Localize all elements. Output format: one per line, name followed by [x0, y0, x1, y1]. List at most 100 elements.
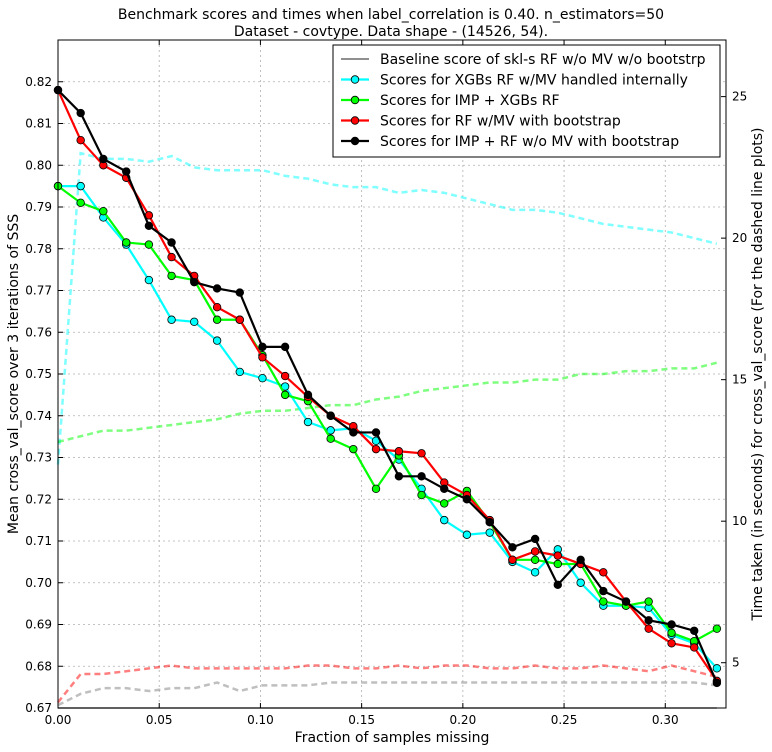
score-point: [576, 555, 585, 564]
y-right-tick-label: 15: [732, 373, 747, 387]
score-point: [462, 495, 472, 504]
score-point: [644, 616, 653, 625]
score-point: [667, 628, 676, 638]
time-dashed-lines: [56, 151, 718, 707]
score-lines: [53, 85, 722, 709]
score-point: [690, 643, 699, 652]
score-series: [53, 85, 722, 688]
score-point: [530, 534, 540, 544]
y-right-tick-label: 5: [732, 656, 740, 670]
time-line: [56, 151, 718, 465]
legend-label: Scores for IMP + RF w/o MV with bootstra…: [380, 134, 679, 150]
score-point: [485, 528, 494, 537]
score-point: [212, 336, 222, 345]
legend-marker: [350, 136, 360, 146]
time-line: [57, 664, 718, 704]
y-right-tick-label: 25: [732, 90, 747, 104]
y-left-tick-label: 0.68: [25, 659, 52, 673]
score-point: [417, 490, 426, 500]
score-point: [667, 620, 676, 629]
score-point: [99, 206, 108, 216]
score-point: [508, 543, 517, 552]
chart-title-line2: Dataset - covtype. Data shape - (14526, …: [234, 24, 548, 40]
score-point: [371, 444, 381, 454]
y-left-tick-label: 0.67: [25, 701, 52, 715]
score-point: [690, 626, 699, 635]
y-left-tick-label: 0.80: [25, 158, 52, 172]
score-line: [57, 89, 718, 684]
legend: Baseline score of skl-s RF w/o MV w/o bo…: [332, 44, 721, 158]
score-point: [371, 484, 381, 494]
score-point: [621, 597, 631, 606]
legend-label: Scores for IMP + XGBs RF: [380, 93, 560, 109]
score-point: [530, 555, 540, 564]
score-point: [530, 547, 540, 556]
score-point: [440, 499, 449, 508]
score-point: [599, 568, 608, 577]
score-point: [553, 580, 562, 590]
legend-marker: [350, 75, 360, 84]
score-point: [417, 449, 426, 458]
score-point: [394, 472, 404, 481]
time-line: [57, 361, 718, 444]
y-left-tick-label: 0.70: [25, 576, 52, 590]
score-series: [53, 85, 722, 686]
score-point: [349, 428, 358, 437]
score-series: [53, 181, 722, 646]
y-left-tick-label: 0.78: [25, 242, 52, 256]
x-tick-label: 0.10: [247, 713, 274, 727]
x-tick-label: 0.20: [449, 713, 476, 727]
score-point: [167, 252, 176, 262]
score-point: [712, 678, 722, 688]
score-point: [712, 624, 722, 633]
score-point: [280, 390, 290, 400]
score-point: [576, 578, 585, 587]
score-point: [235, 367, 244, 377]
y-left-tick-label: 0.73: [25, 451, 52, 465]
score-point: [190, 317, 199, 327]
y-right-tick-label: 10: [732, 514, 747, 528]
legend-marker: [350, 116, 360, 125]
y-left-tick-label: 0.77: [25, 284, 52, 298]
score-point: [190, 277, 199, 287]
score-point: [712, 664, 722, 673]
legend-label: Scores for RF w/MV with bootstrap: [380, 114, 621, 130]
y-right-axis-ticks: 5 10 15 20 25: [721, 90, 747, 670]
score-point: [76, 108, 85, 118]
score-point: [144, 275, 154, 285]
legend-label: Scores for XGBs RF w/MV handled internal…: [380, 73, 688, 89]
y-right-axis-label: Time taken (in seconds) for cross_val_sc…: [750, 127, 766, 621]
x-axis-label: Fraction of samples missing: [295, 730, 490, 746]
x-tick-label: 0.25: [551, 713, 578, 727]
score-point: [394, 447, 404, 456]
score-point: [76, 198, 85, 208]
y-left-tick-label: 0.75: [25, 367, 52, 381]
score-point: [485, 518, 494, 527]
score-point: [349, 444, 358, 454]
score-point: [212, 284, 222, 293]
x-tick-label: 0.05: [146, 713, 173, 727]
score-point: [599, 586, 608, 596]
score-point: [326, 434, 335, 443]
score-point: [122, 167, 131, 176]
score-point: [667, 639, 676, 648]
score-point: [462, 530, 472, 539]
score-point: [144, 240, 154, 249]
score-point: [280, 342, 290, 352]
score-point: [258, 342, 267, 352]
score-point: [212, 315, 222, 324]
score-point: [553, 559, 562, 569]
score-point: [599, 597, 608, 606]
y-left-tick-label: 0.71: [25, 534, 52, 548]
score-point: [212, 303, 222, 312]
score-point: [644, 597, 653, 606]
score-point: [417, 472, 426, 481]
score-point: [508, 555, 517, 564]
score-point: [258, 373, 267, 383]
y-left-tick-label: 0.69: [25, 618, 52, 632]
score-point: [326, 411, 335, 420]
y-right-tick-label: 20: [732, 231, 747, 245]
score-point: [440, 484, 449, 494]
legend-label: Baseline score of skl-s RF w/o MV w/o bo…: [380, 52, 706, 68]
